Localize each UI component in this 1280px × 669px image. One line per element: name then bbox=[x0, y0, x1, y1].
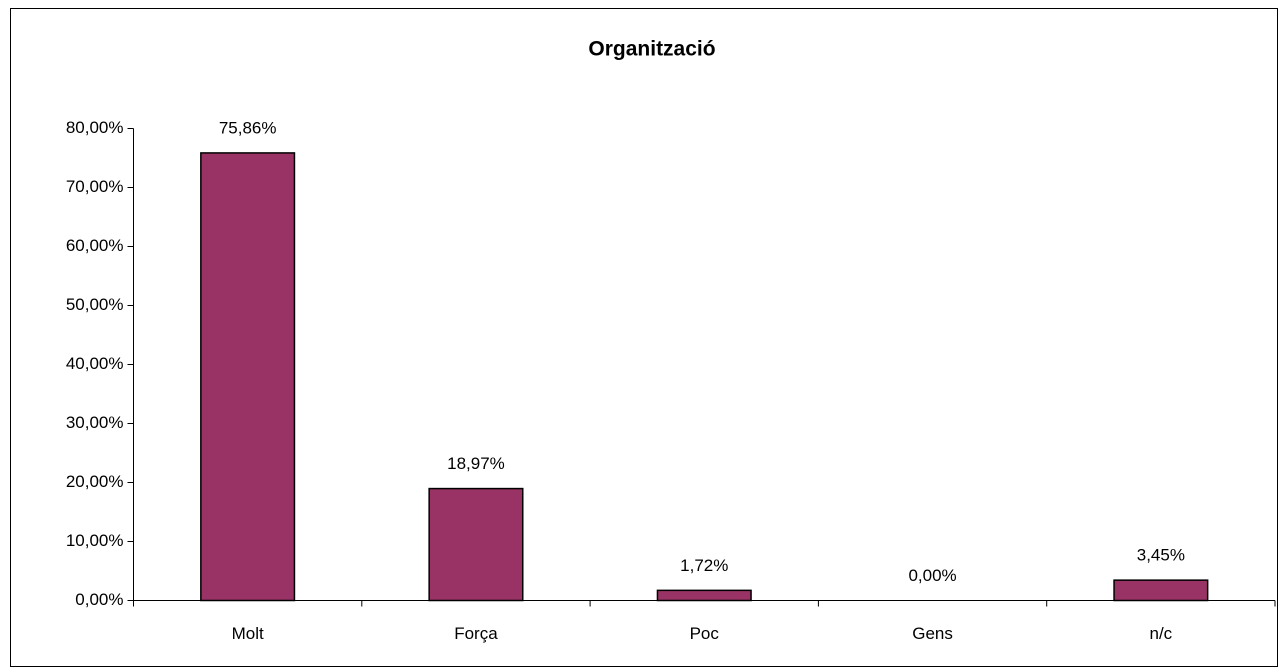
y-tick-label: 20,00% bbox=[66, 472, 124, 491]
x-tick-label: Força bbox=[454, 624, 498, 643]
y-tick-label: 10,00% bbox=[66, 531, 124, 550]
value-label: 1,72% bbox=[680, 556, 728, 575]
bar bbox=[1113, 579, 1209, 602]
y-tick-label: 30,00% bbox=[66, 413, 124, 432]
bar bbox=[428, 487, 524, 602]
y-tick-label: 80,00% bbox=[66, 118, 124, 137]
value-label: 0,00% bbox=[908, 566, 956, 585]
y-tick-label: 40,00% bbox=[66, 354, 124, 373]
y-tick-label: 60,00% bbox=[66, 236, 124, 255]
chart-title: Organització bbox=[588, 38, 715, 61]
x-tick-label: Molt bbox=[232, 624, 264, 643]
bar bbox=[656, 589, 752, 602]
value-label: 75,86% bbox=[219, 118, 277, 137]
x-tick-label: n/c bbox=[1150, 624, 1173, 643]
x-tick-label: Gens bbox=[912, 624, 953, 643]
y-tick-label: 70,00% bbox=[66, 177, 124, 196]
y-tick-label: 0,00% bbox=[75, 590, 123, 609]
y-tick-label: 50,00% bbox=[66, 295, 124, 314]
x-tick-label: Poc bbox=[690, 624, 720, 643]
value-label: 18,97% bbox=[447, 454, 505, 473]
value-label: 3,45% bbox=[1137, 546, 1185, 565]
bar bbox=[200, 152, 296, 602]
